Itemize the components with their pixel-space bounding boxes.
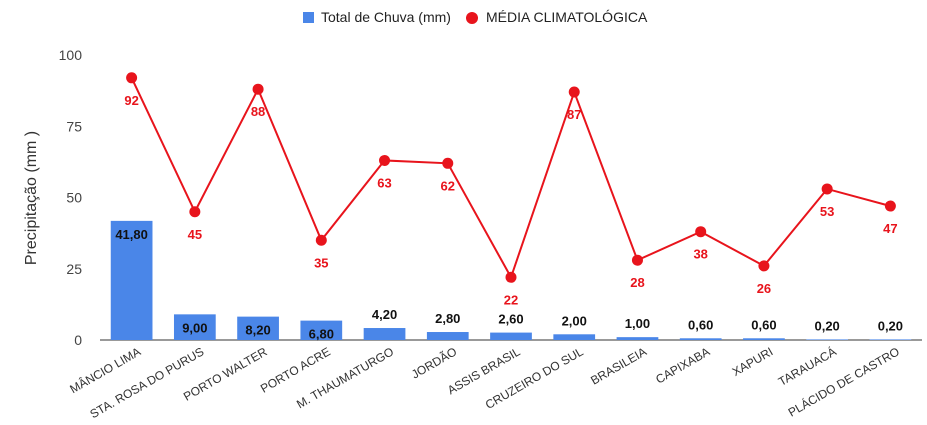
y-tick-label: 75 — [66, 118, 82, 134]
bar-value-label: 4,20 — [372, 307, 397, 322]
legend-label-bars: Total de Chuva (mm) — [321, 9, 451, 25]
bar — [869, 339, 912, 340]
bar-value-label: 0,20 — [814, 318, 839, 333]
y-tick-label: 100 — [59, 47, 83, 63]
legend-label-line: MÉDIA CLIMATOLÓGICA — [486, 9, 648, 25]
bar-value-label: 6,80 — [309, 327, 334, 342]
bar-value-label: 2,60 — [498, 312, 523, 327]
bar-value-label: 0,60 — [688, 317, 713, 332]
line-value-label: 87 — [567, 107, 581, 122]
bar-value-label: 1,00 — [625, 316, 650, 331]
line-value-label: 63 — [377, 175, 391, 190]
bar — [490, 332, 532, 340]
line-value-label: 53 — [820, 204, 834, 219]
line-value-label: 28 — [630, 275, 644, 290]
line-point — [631, 254, 643, 266]
line-point — [568, 86, 580, 98]
line-value-label: 26 — [757, 281, 771, 296]
line-point — [821, 183, 833, 195]
bar — [806, 339, 849, 340]
line-value-label: 47 — [883, 221, 897, 236]
bar — [363, 328, 406, 340]
line-point — [252, 83, 264, 95]
line-series: 92 45 88 35 63 62 22 87 28 38 26 53 47 — [124, 72, 898, 307]
legend-swatch-line — [466, 12, 478, 24]
category-label: XAPURI — [730, 344, 776, 378]
bar-value-label: 2,00 — [562, 313, 587, 328]
bar — [110, 220, 153, 340]
category-label: JORDÃO — [409, 344, 459, 381]
line-value-label: 92 — [124, 93, 138, 108]
line-point — [695, 226, 707, 238]
bar — [553, 334, 596, 340]
line-point — [315, 234, 327, 246]
y-tick-label: 50 — [66, 190, 82, 206]
line-point — [505, 271, 517, 283]
bar — [300, 320, 343, 340]
line-value-label: 35 — [314, 255, 328, 270]
y-axis-label: Precipitação (mm ) — [23, 131, 40, 265]
category-label: BRASILEIA — [588, 344, 649, 387]
bar — [426, 332, 469, 340]
bar-value-label: 0,60 — [751, 317, 776, 332]
line-point — [758, 260, 770, 272]
line-point — [442, 157, 454, 169]
line-point — [189, 206, 201, 218]
category-label: STA. ROSA DO PURUS — [88, 344, 207, 421]
line-value-label: 62 — [441, 178, 455, 193]
line-point — [126, 72, 138, 84]
series-line — [130, 77, 891, 280]
line-value-label: 38 — [693, 247, 707, 262]
y-ticks: 0 25 50 75 100 — [59, 47, 83, 348]
line-point — [884, 200, 896, 212]
bar-labels: 41,80 9,00 8,20 6,80 4,20 2,80 2,60 2,00 1,00 0,6… — [115, 227, 903, 342]
bar — [679, 338, 722, 340]
legend: Total de Chuva (mm) MÉDIA CLIMATOLÓGICA — [303, 9, 648, 25]
bar-value-label: 0,20 — [878, 318, 903, 333]
bar-value-label: 8,20 — [245, 323, 270, 338]
line-value-label: 22 — [504, 292, 518, 307]
bar — [173, 314, 216, 340]
line-value-label: 45 — [188, 227, 202, 242]
bar — [237, 316, 279, 340]
category-label: PLÁCIDO DE CASTRO — [785, 344, 902, 420]
y-tick-label: 0 — [74, 332, 82, 348]
bar-value-label: 9,00 — [182, 320, 207, 335]
bar — [616, 337, 659, 340]
bar-value-label: 2,80 — [435, 311, 460, 326]
bar-series — [110, 220, 912, 340]
line-point — [379, 154, 391, 166]
bar — [743, 338, 785, 340]
line-value-label: 88 — [251, 104, 265, 119]
y-tick-label: 25 — [66, 261, 82, 277]
category-label: CAPIXABA — [653, 344, 712, 386]
bar-value-label: 41,80 — [115, 227, 148, 242]
legend-swatch-bars — [303, 12, 314, 23]
